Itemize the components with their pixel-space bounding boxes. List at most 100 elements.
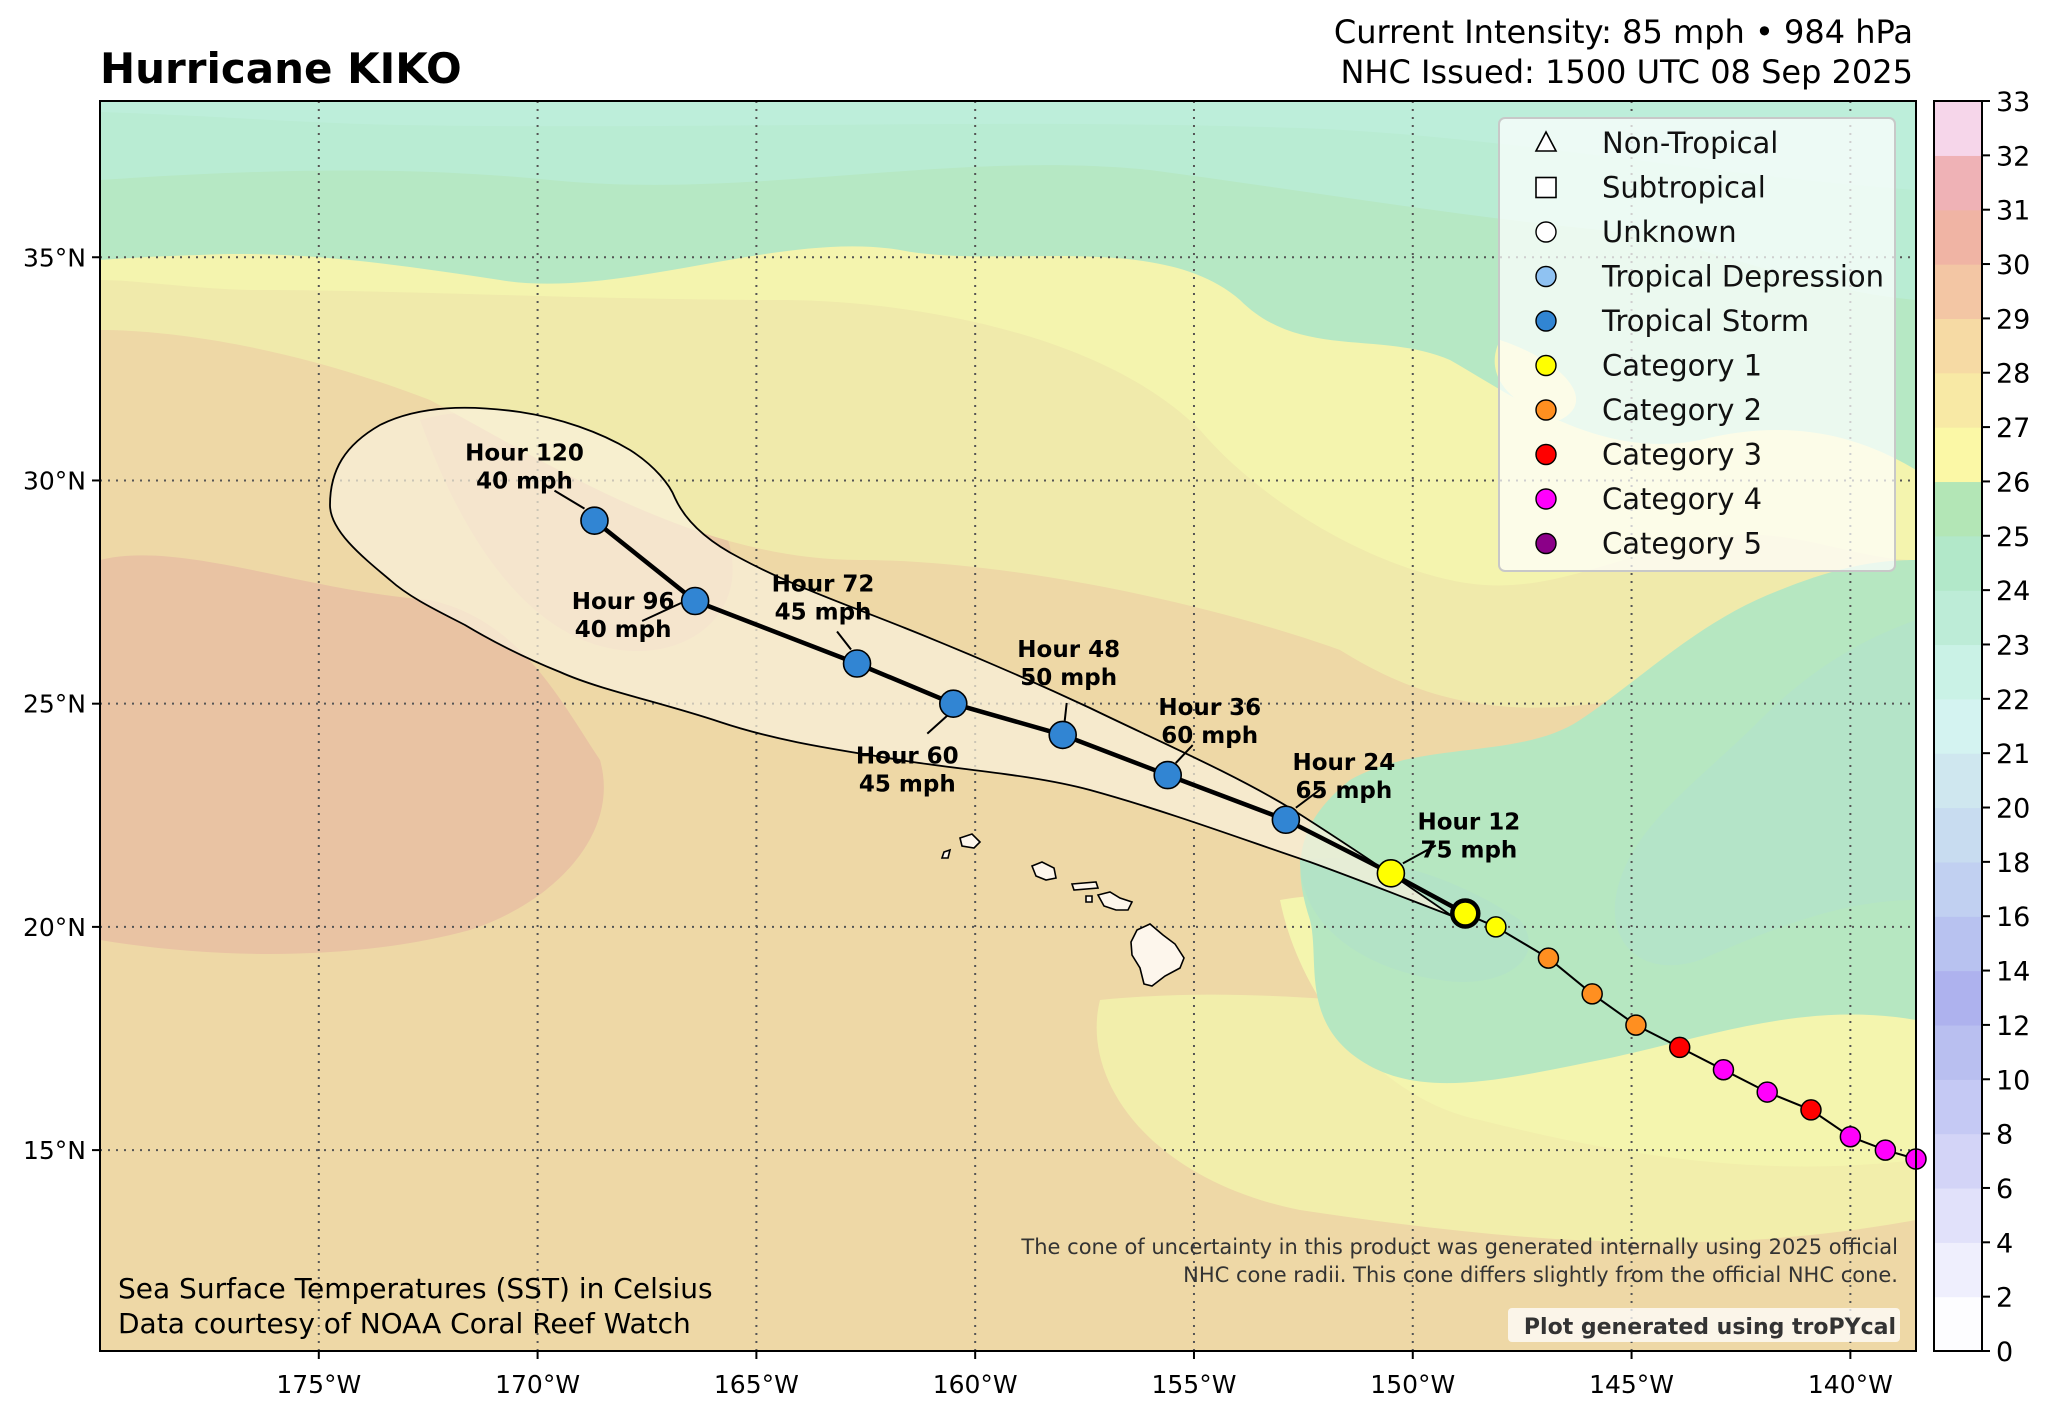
intensity-header: Current Intensity: 85 mph • 984 hPa NHC … <box>1334 12 1913 92</box>
current-intensity-text: Current Intensity: 85 mph • 984 hPa <box>1333 13 1913 51</box>
colorbar-frame <box>1933 100 1983 1352</box>
forecast-hour-label: Hour 96 <box>572 589 675 615</box>
legend-label: Tropical Depression <box>1601 260 1884 294</box>
map-title: Hurricane KIKO <box>100 44 462 93</box>
lon-tick-label: 175°W <box>276 1370 361 1399</box>
past-track-point <box>1668 1036 1691 1059</box>
forecast-point <box>939 689 968 718</box>
island-oahu <box>1030 861 1057 881</box>
colorbar-tick-label: 14 <box>1996 957 2030 988</box>
lon-tick-label: 145°W <box>1589 1370 1674 1399</box>
past-track-point <box>1485 916 1507 938</box>
colorbar-segment <box>1934 1024 1982 1080</box>
forecast-point <box>842 649 872 678</box>
circle-icon <box>1535 354 1557 377</box>
lon-tick-label: 165°W <box>714 1370 799 1399</box>
cone-note-line2: NHC cone radii. This cone differs slight… <box>1183 1263 1898 1287</box>
forecast-wind-label: 50 mph <box>1020 665 1117 691</box>
label-leader <box>1174 744 1194 764</box>
label-leader <box>1063 702 1068 722</box>
lon-tick-label: 160°W <box>933 1370 1018 1399</box>
colorbar-tick-label: 18 <box>1996 848 2030 879</box>
lon-tick-label: 140°W <box>1808 1370 1893 1399</box>
square-icon <box>1535 176 1557 199</box>
forecast-hour-label: Hour 72 <box>772 572 875 598</box>
circle-icon <box>1535 310 1557 332</box>
forecast-wind-label: 45 mph <box>775 600 872 626</box>
past-track-point <box>1756 1081 1778 1103</box>
past-track-point <box>1581 983 1603 1005</box>
forecast-wind-label: 45 mph <box>859 772 956 798</box>
forecast-hour-label: Hour 12 <box>1418 809 1521 835</box>
colorbar-segment <box>1934 1079 1982 1135</box>
colorbar-tick-label: 25 <box>1996 522 2030 553</box>
island-niihau <box>940 848 952 859</box>
triangle-icon <box>1534 130 1558 152</box>
label-leader <box>1402 844 1437 865</box>
lon-tick-label: 150°W <box>1370 1370 1455 1399</box>
forecast-point <box>680 586 710 616</box>
legend: Non-Tropical Subtropical Unknown Tropical D… <box>1498 117 1896 572</box>
legend-label: Category 4 <box>1602 482 1762 516</box>
colorbar-tick-label: 24 <box>1996 576 2030 607</box>
colorbar-segment <box>1934 535 1982 591</box>
circle-icon <box>1535 265 1557 288</box>
legend-label: Unknown <box>1602 215 1737 249</box>
forecast-hour-label: Hour 48 <box>1017 637 1120 663</box>
forecast-point <box>1048 720 1077 750</box>
forecast-wind-label: 60 mph <box>1161 723 1258 749</box>
sst-source: Data courtesy of NOAA Coral Reef Watch <box>118 1307 691 1340</box>
axis-ticks: 175°W 170°W 165°W 160°W 155°W 150°W 145°W 140°W… <box>23 243 1893 1399</box>
legend-label: Category 3 <box>1602 438 1762 472</box>
forecast-hour-label: Hour 36 <box>1158 695 1261 721</box>
colorbar-tick-label: 20 <box>1996 794 2030 825</box>
colorbar-tick-label: 12 <box>1996 1011 2030 1042</box>
colorbar-segment <box>1934 372 1982 428</box>
colorbar-tick-label: 33 <box>1996 87 2030 118</box>
colorbar-segment <box>1934 1133 1982 1189</box>
island-lanai <box>1085 895 1093 903</box>
colorbar-segment <box>1934 753 1982 809</box>
cone-note: The cone of uncertainty in this product … <box>1020 1235 1898 1287</box>
forecast-point <box>1376 859 1406 888</box>
past-track-point <box>1625 1014 1647 1036</box>
sst-colorbar: 0246810121416182021222324252627282930313… <box>1933 87 2030 1368</box>
colorbar-tick-label: 28 <box>1996 359 2030 390</box>
island-molokai <box>1070 881 1100 891</box>
island-maui <box>1096 891 1134 911</box>
past-track-point <box>1712 1059 1735 1081</box>
colorbar-segment <box>1934 427 1982 483</box>
colorbar-segment <box>1934 970 1982 1026</box>
colorbar-tick-label: 0 <box>1996 1337 2013 1368</box>
lat-tick-label: 15°N <box>23 1136 86 1165</box>
sst-description: Sea Surface Temperatures (SST) in Celsiu… <box>118 1272 713 1305</box>
colorbar-tick-label: 27 <box>1996 413 2030 444</box>
cone-note-line1: The cone of uncertainty in this product … <box>1020 1235 1898 1259</box>
island-kauai <box>959 833 982 849</box>
lat-tick-label: 25°N <box>23 690 86 719</box>
colorbar-tick-label: 2 <box>1996 1283 2013 1314</box>
generated-credit: Plot generated using troPYcal <box>1508 1308 1900 1342</box>
forecast-point <box>1153 760 1183 790</box>
forecast-hour-label: Hour 120 <box>465 441 584 467</box>
legend-label: Non-Tropical <box>1602 126 1778 160</box>
forecast-wind-label: 75 mph <box>1420 837 1517 863</box>
colorbar-segment <box>1934 644 1982 700</box>
island-big-island <box>1130 923 1185 987</box>
colorbar-segment <box>1934 1296 1982 1352</box>
lon-tick-label: 170°W <box>495 1370 580 1399</box>
sst-credit: Sea Surface Temperatures (SST) in Celsiu… <box>118 1272 713 1340</box>
nhc-issued-text: NHC Issued: 1500 UTC 08 Sep 2025 <box>1340 53 1913 91</box>
forecast-wind-label: 40 mph <box>575 617 672 643</box>
colorbar-tick-label: 4 <box>1996 1228 2013 1259</box>
map-frame <box>99 100 1917 1352</box>
colorbar-segment <box>1934 155 1982 211</box>
label-leader <box>836 630 852 651</box>
colorbar-tick-label: 10 <box>1996 1065 2030 1096</box>
colorbar-tick-label: 32 <box>1996 141 2030 172</box>
colorbar-segment <box>1934 590 1982 646</box>
colorbar-segment <box>1934 1187 1982 1243</box>
colorbar-tick-label: 8 <box>1996 1120 2013 1151</box>
